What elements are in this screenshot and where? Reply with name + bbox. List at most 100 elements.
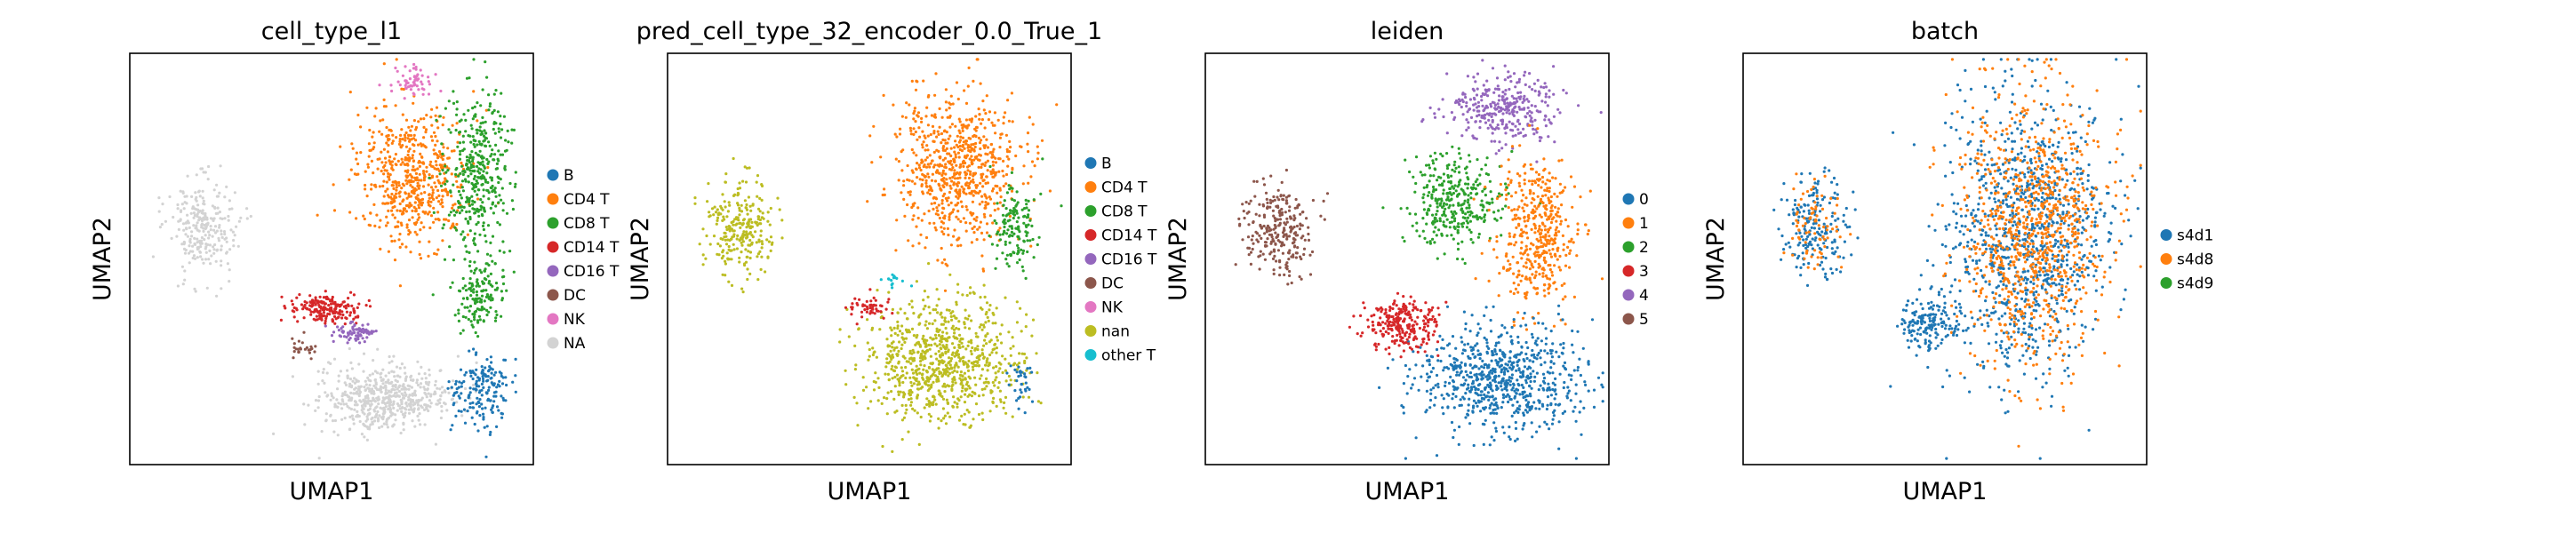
data-point (1005, 371, 1009, 375)
data-point (215, 248, 220, 251)
data-point (209, 262, 212, 266)
data-point (693, 202, 697, 205)
data-point (1436, 257, 1439, 260)
data-point (465, 155, 469, 159)
data-point (970, 241, 973, 244)
data-point (324, 391, 327, 394)
data-point (324, 314, 328, 318)
data-point (466, 233, 470, 236)
data-point (460, 209, 464, 212)
data-point (389, 235, 393, 238)
data-point (489, 155, 492, 158)
data-point (415, 220, 419, 224)
data-point (1490, 115, 1493, 118)
data-point (497, 159, 500, 163)
data-point (321, 370, 325, 374)
data-point (891, 312, 894, 315)
data-point (998, 227, 1002, 230)
data-point (481, 115, 484, 119)
data-point (996, 338, 999, 342)
data-point (464, 200, 468, 203)
data-point (486, 165, 490, 170)
data-point (924, 185, 928, 188)
data-point (407, 233, 411, 236)
data-point (168, 195, 172, 199)
data-point (917, 322, 921, 326)
data-point (366, 376, 370, 379)
data-point (447, 380, 451, 384)
data-point (1001, 213, 1005, 217)
data-point (433, 167, 436, 171)
data-point (291, 337, 294, 340)
data-point (735, 247, 740, 251)
legend-marker (1084, 325, 1097, 337)
data-point (1529, 119, 1532, 123)
data-point (935, 288, 939, 291)
data-point (748, 231, 753, 235)
data-point (872, 388, 876, 392)
data-point (922, 378, 925, 381)
data-point (404, 210, 408, 213)
data-point (999, 362, 1003, 366)
data-point (445, 190, 449, 195)
data-point (938, 125, 941, 129)
data-point (909, 284, 914, 288)
data-point (708, 243, 712, 246)
data-point (437, 200, 441, 203)
data-point (464, 289, 468, 292)
data-point (411, 189, 414, 193)
data-point (473, 169, 476, 172)
data-point (740, 203, 743, 207)
data-point (730, 258, 733, 261)
scatter-points (693, 58, 1063, 453)
data-point (440, 188, 444, 193)
data-point (1516, 128, 1520, 131)
data-point (1028, 366, 1032, 370)
data-point (1017, 249, 1020, 253)
data-point (985, 361, 988, 364)
data-point (920, 184, 924, 187)
data-point (981, 172, 985, 176)
data-point (999, 400, 1003, 403)
data-point (949, 357, 954, 361)
data-point (340, 316, 344, 320)
legend-marker (547, 313, 559, 325)
data-point (331, 419, 335, 423)
data-point (479, 198, 483, 202)
data-point (196, 256, 199, 259)
data-point (405, 182, 409, 186)
data-point (297, 350, 300, 354)
data-point (208, 249, 212, 252)
data-point (941, 221, 945, 225)
data-point (417, 203, 420, 207)
data-point (1004, 172, 1009, 177)
data-point (427, 203, 431, 207)
data-point (425, 170, 428, 173)
data-point (468, 229, 472, 233)
data-point (309, 310, 313, 314)
data-point (396, 80, 400, 84)
data-point (966, 369, 971, 372)
data-point (331, 295, 334, 299)
data-point (942, 145, 946, 148)
data-point (235, 225, 238, 228)
data-point (205, 218, 209, 221)
data-point (769, 206, 772, 211)
data-point (478, 233, 482, 236)
data-point (914, 120, 917, 123)
data-point (1491, 201, 1494, 204)
data-point (333, 418, 337, 423)
data-point (1000, 341, 1004, 345)
data-point (998, 188, 1002, 192)
data-point (1020, 145, 1023, 148)
data-point (1532, 127, 1535, 131)
data-point (978, 113, 981, 116)
data-point (1558, 111, 1562, 115)
data-point (972, 79, 975, 83)
data-point (948, 215, 951, 219)
data-point (921, 349, 924, 353)
data-point (192, 216, 196, 219)
data-point (1457, 98, 1461, 101)
data-point (424, 146, 428, 149)
